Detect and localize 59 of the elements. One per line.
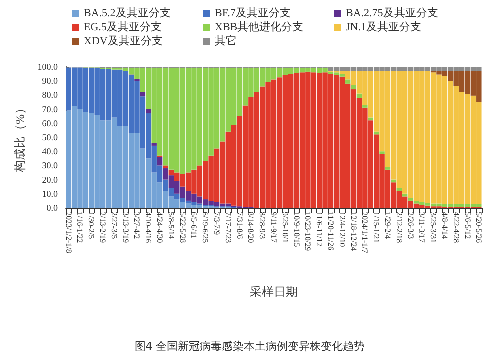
x-tick-label: 3/25-3/31 bbox=[429, 212, 438, 244]
x-tick-label: 3/11-3/17 bbox=[418, 212, 427, 243]
x-tick-label: 9/25-10/1 bbox=[280, 212, 290, 244]
y-axis-title: 构成比（%） bbox=[13, 102, 27, 174]
x-tick-label: 3/13-3/19 bbox=[121, 212, 130, 244]
y-tick-label: 90.0 bbox=[42, 76, 58, 86]
x-axis-title: 采样日期 bbox=[250, 285, 298, 299]
y-tick-label: 50.0 bbox=[42, 132, 58, 142]
y-tick-label: 10.0 bbox=[42, 188, 58, 199]
x-tick-label: 1/16-1/22 bbox=[76, 212, 85, 244]
x-tick-label: 7/17-7/23 bbox=[224, 212, 233, 244]
x-tick-label: 7/3-7/9 bbox=[212, 212, 222, 236]
x-tick-label: 4/24-4/30 bbox=[156, 212, 165, 244]
legend-label: EG.5及其亚分支 bbox=[84, 20, 162, 34]
y-tick-label: 20.0 bbox=[42, 174, 58, 185]
x-tick-label: 2/27-3/5 bbox=[110, 212, 119, 240]
x-tick-label: 12/18-12/24 bbox=[349, 212, 358, 252]
x-tick-label: 1/15-1/21 bbox=[372, 212, 382, 244]
x-tick-label: 2023/1/2-1/8 bbox=[64, 212, 74, 254]
y-tick-label: 40.0 bbox=[42, 146, 58, 157]
legend-label: XBB其他进化分支 bbox=[215, 20, 304, 34]
legend-label: BA.2.75及其亚分支 bbox=[346, 6, 438, 20]
x-tick-label: 6/19-6/25 bbox=[201, 212, 210, 244]
x-tick-label: 8/28-9/3 bbox=[258, 212, 268, 240]
x-tick-label: 4/8-4/14 bbox=[440, 212, 450, 240]
x-tick-label: 1/30-2/5 bbox=[87, 212, 96, 240]
x-tick-label: 1/29-2/4 bbox=[383, 212, 392, 240]
x-tick-label: 2024/1/1-1/7 bbox=[360, 212, 370, 254]
x-tick-label: 10/9-10/15 bbox=[292, 212, 302, 248]
legend-label: JN.1及其亚分支 bbox=[346, 20, 422, 34]
y-tick-label: 0.0 bbox=[46, 203, 58, 213]
x-tick-label: 12/4-12/10 bbox=[338, 212, 347, 248]
x-tick-label: 5/20-5/26 bbox=[474, 212, 484, 244]
legend-label: XDV及其亚分支 bbox=[84, 34, 163, 48]
x-tick-label: 4/10-4/16 bbox=[144, 212, 154, 244]
x-tick-label: 2/12-2/18 bbox=[394, 212, 404, 244]
x-tick-label: 5/8-5/14 bbox=[166, 212, 176, 240]
x-tick-label: 8/14-8/20 bbox=[246, 212, 256, 244]
legend-label: BA.5.2及其亚分支 bbox=[84, 6, 171, 20]
x-tick-label: 4/22-4/28 bbox=[452, 212, 461, 244]
x-tick-label: 5/6-5/12 bbox=[463, 212, 472, 240]
x-tick-label: 11/20-11/26 bbox=[326, 212, 336, 251]
y-tick-label: 70.0 bbox=[42, 104, 58, 114]
x-tick-label: 2/13-2/19 bbox=[98, 212, 108, 244]
y-tick-label: 30.0 bbox=[42, 160, 58, 171]
legend-label: BF.7及其亚分支 bbox=[215, 6, 291, 20]
x-tick-label: 3/27-4/2 bbox=[132, 212, 142, 240]
x-tick-label: 2/26-3/3 bbox=[406, 212, 416, 240]
x-tick-label: 11/6-11/12 bbox=[315, 212, 324, 247]
x-tick-label: 7/31-8/6 bbox=[235, 212, 244, 240]
x-tick-label: 9/11-9/17 bbox=[270, 212, 278, 243]
y-tick-label: 60.0 bbox=[42, 118, 58, 128]
text: 图4 全国新冠病毒感染本土病例变异株变化趋势 bbox=[134, 340, 366, 353]
y-tick-label: 100.0 bbox=[38, 62, 58, 72]
y-tick-label: 80.0 bbox=[42, 90, 58, 100]
legend-label: 其它 bbox=[215, 34, 237, 48]
x-tick-label: 6/5-6/11 bbox=[190, 212, 199, 239]
x-tick-label: 5/22-5/28 bbox=[178, 212, 188, 244]
x-tick-label: 10/23-10/29 bbox=[304, 212, 313, 252]
